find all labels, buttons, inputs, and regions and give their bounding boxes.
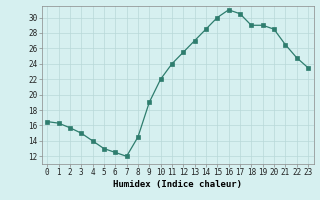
X-axis label: Humidex (Indice chaleur): Humidex (Indice chaleur) (113, 180, 242, 189)
